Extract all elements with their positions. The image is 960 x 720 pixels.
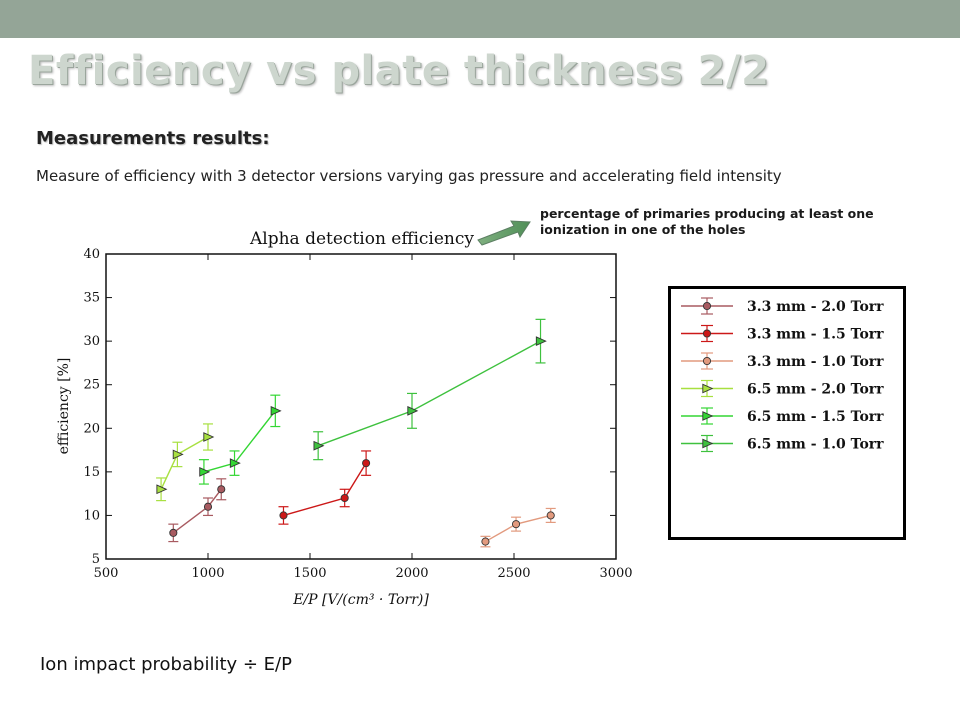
data-point [279, 511, 288, 520]
series-2 [278, 450, 372, 525]
data-point [340, 493, 349, 503]
legend-label: 6.5 mm - 2.0 Torr [747, 382, 884, 398]
y-tick-label: 5 [92, 552, 100, 567]
footer-text: Ion impact probability ÷ E/P [40, 654, 292, 675]
y-tick-label: 25 [83, 378, 100, 393]
x-tick-label: 1000 [191, 566, 224, 581]
data-point [270, 405, 282, 416]
efficiency-chart: Alpha detection efficiency 500 1000 1500 20… [56, 229, 633, 608]
series-6 [313, 318, 547, 461]
legend-label: 3.3 mm - 1.5 Torr [747, 327, 884, 343]
legend-marker [702, 411, 714, 421]
x-tick-label: 2000 [395, 566, 428, 581]
legend-label: 3.3 mm - 2.0 Torr [747, 299, 884, 315]
data-point [362, 459, 371, 468]
slide-title: Efficiency vs plate thickness 2/2 [28, 48, 770, 94]
data-point [156, 484, 168, 495]
legend-entry: 6.5 mm - 1.0 Torr [681, 434, 884, 453]
annotation-text: percentage of primaries producing at lea… [540, 206, 874, 237]
legend-label: 6.5 mm - 1.5 Torr [747, 409, 884, 425]
x-axis-label: E/P [V/(cm³ · Torr)] [292, 592, 429, 608]
legend-marker [702, 438, 714, 449]
legend-marker [702, 301, 712, 311]
series-4 [156, 423, 215, 502]
data-point [203, 432, 215, 442]
chart-legend: 3.3 mm - 2.0 Torr 3.3 mm - 1.5 Torr 3.3 mm… [668, 286, 906, 540]
x-tick-label: 2500 [497, 566, 530, 581]
data-point [481, 537, 490, 546]
chart-title: Alpha detection efficiency [249, 229, 474, 249]
legend-entry: 6.5 mm - 1.5 Torr [681, 407, 884, 425]
series-1 [168, 478, 227, 543]
data-point [199, 466, 211, 477]
data-point [169, 528, 178, 537]
x-tick-label: 500 [94, 566, 119, 581]
data-point [313, 440, 325, 451]
data-point [172, 449, 184, 460]
y-axis-label: efficiency [%] [56, 358, 72, 455]
legend-marker [702, 329, 712, 338]
y-tick-label: 20 [83, 421, 100, 436]
legend-marker [702, 356, 712, 366]
legend-entry: 3.3 mm - 1.5 Torr [681, 324, 884, 343]
data-point [535, 336, 547, 347]
section-heading: Measurements results: [36, 128, 270, 149]
y-tick-label: 10 [83, 508, 100, 523]
data-point [407, 405, 419, 416]
data-point [546, 511, 555, 520]
series-3 [480, 507, 556, 548]
y-tick-label: 15 [83, 465, 100, 480]
legend-marker [702, 383, 714, 394]
plot-area [105, 253, 617, 560]
data-point [511, 520, 521, 529]
series-5 [198, 394, 282, 485]
x-tick-label: 1500 [293, 566, 326, 581]
y-tick-label: 40 [83, 247, 100, 262]
top-bar [0, 0, 960, 38]
y-tick-label: 30 [83, 334, 100, 349]
legend-label: 6.5 mm - 1.0 Torr [747, 437, 884, 453]
axes-ticks: 500 1000 1500 2000 2500 3000 5 10 15 20 25 30 35 40 [83, 247, 632, 581]
legend-entry: 3.3 mm - 2.0 Torr [681, 297, 884, 315]
legend-entry: 6.5 mm - 2.0 Torr [681, 379, 884, 398]
legend-label: 3.3 mm - 1.0 Torr [747, 354, 884, 370]
data-point [229, 458, 241, 469]
data-point [217, 485, 226, 494]
data-point [203, 502, 213, 511]
x-tick-label: 3000 [599, 566, 632, 581]
description-text: Measure of efficiency with 3 detector ve… [36, 167, 782, 185]
y-tick-label: 35 [83, 291, 100, 306]
series-layer [156, 318, 556, 548]
legend-entry: 3.3 mm - 1.0 Torr [681, 352, 884, 370]
arrow-right-icon [477, 220, 531, 246]
